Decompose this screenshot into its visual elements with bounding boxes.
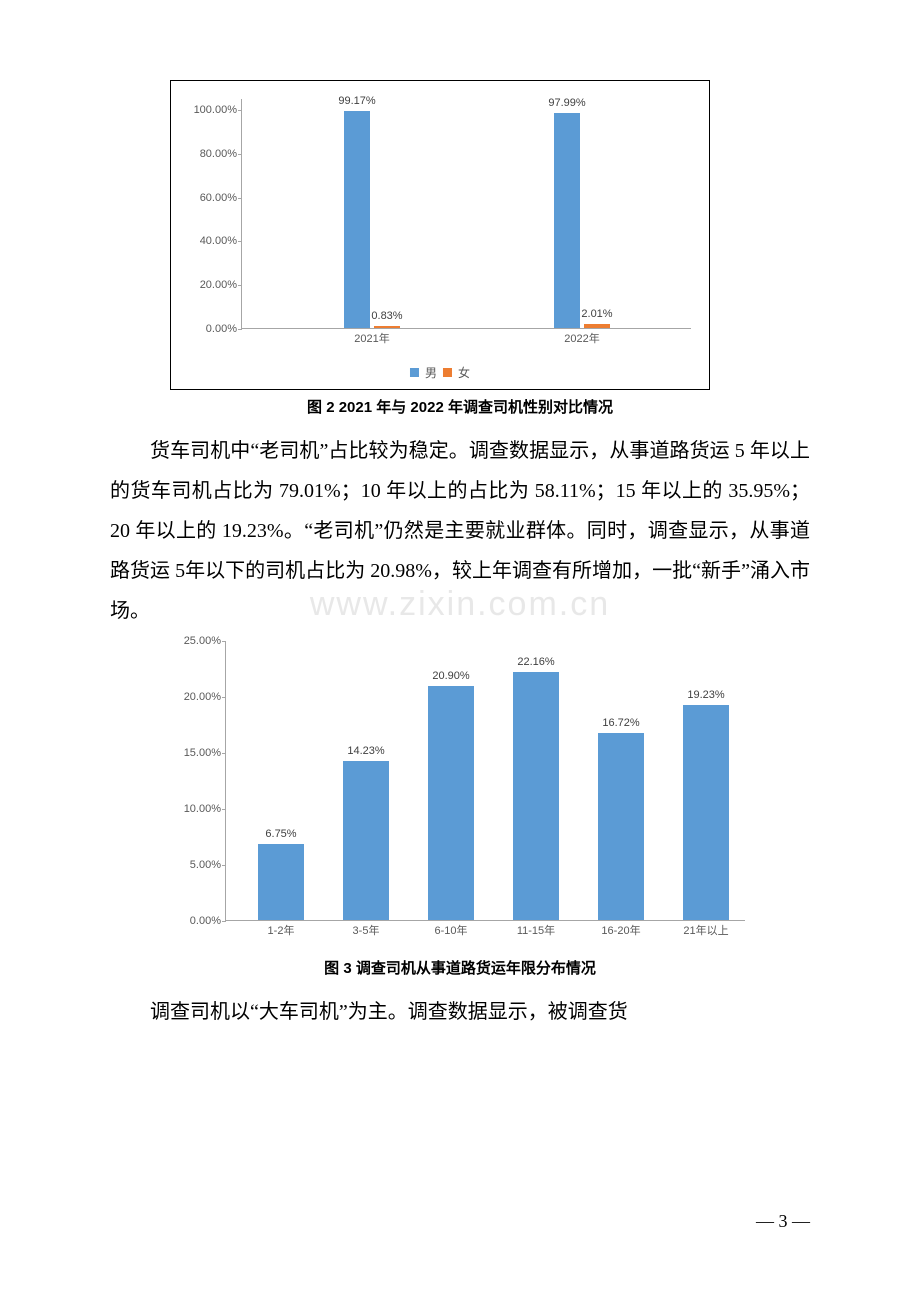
chart1-tick-mark xyxy=(238,198,242,199)
chart1-ytick-label: 80.00% xyxy=(182,148,237,160)
chart2-bar: 19.23% xyxy=(683,705,729,920)
chart2-bar: 20.90% xyxy=(428,686,474,920)
chart1-ytick-label: 60.00% xyxy=(182,192,237,204)
chart2-bar-label: 19.23% xyxy=(671,689,741,701)
chart2-xtick-label: 1-2年 xyxy=(268,922,295,938)
chart2-bar: 16.72% xyxy=(598,733,644,920)
chart2-bar-label: 14.23% xyxy=(331,745,401,757)
chart1-caption: 图 2 2021 年与 2022 年调查司机性别对比情况 xyxy=(110,396,810,417)
chart1-bar: 99.17% xyxy=(344,111,370,328)
chart1-legend: 男女 xyxy=(410,364,470,381)
chart-experience-distribution: 0.00% 5.00% 10.00% 15.00% 20.00% 25.00% 6.75% 1… xyxy=(165,631,755,951)
chart1-ytick-label: 20.00% xyxy=(182,279,237,291)
legend-label: 男 xyxy=(425,364,437,381)
chart2-plot-area: 0.00%5.00%10.00%15.00%20.00%25.00%6.75%1… xyxy=(225,641,745,921)
chart1-bar: 0.83% xyxy=(374,326,400,328)
chart2-caption: 图 3 调查司机从事道路货运年限分布情况 xyxy=(110,957,810,978)
chart2-bar: 14.23% xyxy=(343,761,389,920)
page-content: 0.00% 20.00% 40.00% 60.00% 80.00% 100.00% 99.1… xyxy=(0,0,920,1092)
chart2-xtick-label: 6-10年 xyxy=(434,922,467,938)
chart1-xtick-label: 2021年 xyxy=(354,330,389,346)
chart1-bar-label: 2.01% xyxy=(562,308,632,320)
chart2-tick-mark xyxy=(222,865,226,866)
chart2-xtick-label: 16-20年 xyxy=(601,922,640,938)
chart1-ytick-label: 40.00% xyxy=(182,235,237,247)
chart1-bar: 97.99% xyxy=(554,113,580,328)
chart2-tick-mark xyxy=(222,809,226,810)
chart1-bar-label: 97.99% xyxy=(532,97,602,109)
chart1-ytick-label: 100.00% xyxy=(182,104,237,116)
chart1-tick-mark xyxy=(238,241,242,242)
chart1-bar: 2.01% xyxy=(584,324,610,328)
paragraph-experience: 货车司机中“老司机”占比较为稳定。调查数据显示，从事道路货运 5 年以上的货车司… xyxy=(110,431,810,631)
chart2-ytick-label: 5.00% xyxy=(171,859,221,871)
legend-label: 女 xyxy=(458,364,470,381)
chart2-bar-label: 22.16% xyxy=(501,656,571,668)
chart2-bar-label: 16.72% xyxy=(586,717,656,729)
chart2-ytick-label: 15.00% xyxy=(171,747,221,759)
chart2-xtick-label: 11-15年 xyxy=(517,922,555,938)
chart2-tick-mark xyxy=(222,641,226,642)
chart1-tick-mark xyxy=(238,329,242,330)
chart2-xtick-label: 21年以上 xyxy=(683,922,728,938)
chart2-tick-mark xyxy=(222,697,226,698)
chart1-xtick-label: 2022年 xyxy=(564,330,599,346)
paragraph-truck-type: 调查司机以“大车司机”为主。调查数据显示，被调查货 xyxy=(110,992,810,1032)
legend-swatch xyxy=(443,368,452,377)
legend-swatch xyxy=(410,368,419,377)
chart2-bar-label: 20.90% xyxy=(416,670,486,682)
chart2-xtick-label: 3-5年 xyxy=(353,922,380,938)
chart2-bar: 6.75% xyxy=(258,844,304,920)
chart1-tick-mark xyxy=(238,285,242,286)
chart1-bar-label: 99.17% xyxy=(322,95,392,107)
chart2-ytick-label: 20.00% xyxy=(171,691,221,703)
chart2-ytick-label: 10.00% xyxy=(171,803,221,815)
chart1-tick-mark xyxy=(238,154,242,155)
chart2-ytick-label: 25.00% xyxy=(171,635,221,647)
chart1-tick-mark xyxy=(238,110,242,111)
chart2-bar: 22.16% xyxy=(513,672,559,920)
chart2-ytick-label: 0.00% xyxy=(171,915,221,927)
chart2-tick-mark xyxy=(222,753,226,754)
page-number: — 3 — xyxy=(756,1211,810,1232)
chart2-tick-mark xyxy=(222,921,226,922)
chart-gender-comparison: 0.00% 20.00% 40.00% 60.00% 80.00% 100.00% 99.1… xyxy=(170,80,710,390)
chart2-bar-label: 6.75% xyxy=(246,828,316,840)
chart1-bar-label: 0.83% xyxy=(352,310,422,322)
chart1-plot-area: 0.00%20.00%40.00%60.00%80.00%100.00%99.1… xyxy=(241,99,691,329)
chart1-ytick-label: 0.00% xyxy=(182,323,237,335)
